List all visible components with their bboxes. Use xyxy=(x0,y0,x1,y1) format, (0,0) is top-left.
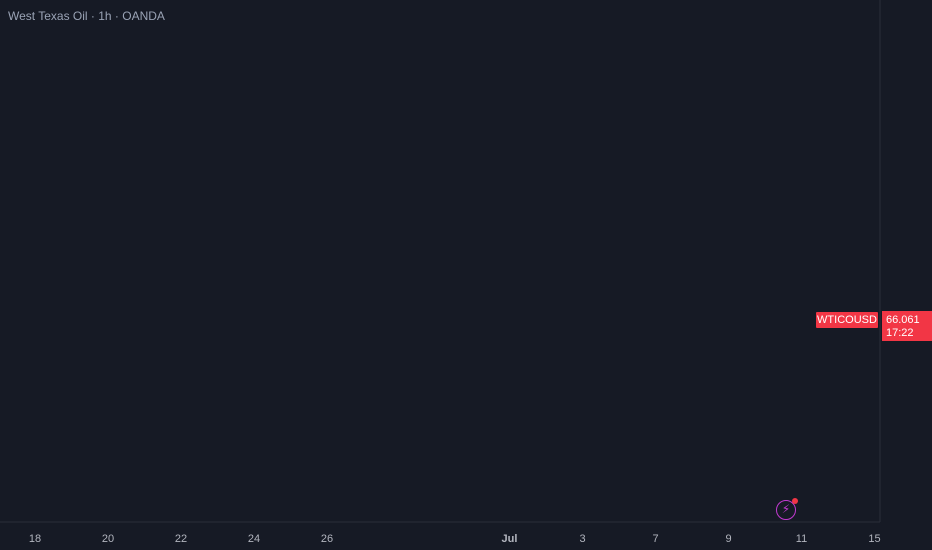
axes: 92.50087.50083.50079.50075.50071.50067.5… xyxy=(29,533,881,545)
last-price-tag: 66.061 17:22 xyxy=(882,311,932,341)
x-tick-label: 18 xyxy=(29,533,41,545)
bar-countdown: 17:22 xyxy=(886,327,914,339)
x-tick-label: 9 xyxy=(725,533,731,545)
x-tick-label: 3 xyxy=(579,533,585,545)
x-tick-label: 11 xyxy=(796,533,807,545)
symbol-tag: WTICOUSD xyxy=(816,312,878,328)
x-tick-label: Jul xyxy=(502,533,518,545)
x-tick-label: 20 xyxy=(102,533,114,545)
x-tick-label: 26 xyxy=(321,533,333,545)
x-tick-label: 7 xyxy=(652,533,658,545)
grid-layer xyxy=(0,0,881,523)
last-price: 66.061 xyxy=(886,314,920,326)
x-tick-label: 15 xyxy=(868,533,880,545)
x-tick-label: 22 xyxy=(175,533,187,545)
lightning-icon[interactable]: ⚡ xyxy=(776,498,798,520)
chart-title: West Texas Oil · 1h · OANDA xyxy=(8,9,165,23)
notification-dot xyxy=(792,498,798,504)
x-tick-label: 24 xyxy=(248,533,260,545)
